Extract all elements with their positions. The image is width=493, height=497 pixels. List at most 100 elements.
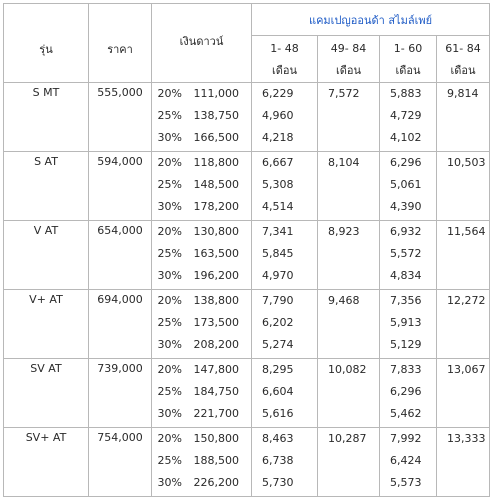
price-value: 739,000 xyxy=(97,362,143,375)
p3-value: 7,356 xyxy=(390,294,422,307)
price-cell: 594,000 xyxy=(88,151,152,221)
model-cell: S AT xyxy=(3,151,89,221)
p3-value: 5,572 xyxy=(390,247,422,260)
pcts-value: 30% xyxy=(157,200,182,213)
installment-1-48-cell: 6,667 5,308 4,514 xyxy=(251,151,319,221)
model-name: V+ AT xyxy=(29,293,63,306)
price-value: 654,000 xyxy=(97,224,143,237)
p3-value: 5,129 xyxy=(390,338,422,351)
pcts-value: 25% xyxy=(157,247,182,260)
model-cell: V+ AT xyxy=(3,289,89,359)
down-amount-cell: 138,800 173,500 208,200 xyxy=(187,289,253,359)
header-period-3: 1- 60 เดือน xyxy=(379,35,438,83)
down-percent-cell: 20% 25% 30% xyxy=(151,427,188,497)
p2-value: 8,923 xyxy=(328,225,360,238)
pcts-value: 20% xyxy=(157,87,182,100)
installment-1-60-cell: 5,883 4,729 4,102 xyxy=(379,82,438,152)
downs-value: 150,800 xyxy=(193,432,240,445)
down-percent-cell: 20% 25% 30% xyxy=(151,82,188,152)
p4-value: 11,564 xyxy=(447,225,486,238)
pcts-value: 20% xyxy=(157,156,182,169)
p3-value: 6,932 xyxy=(390,225,422,238)
installment-61-84-cell: 12,272 xyxy=(436,289,491,359)
model-cell: SV+ AT xyxy=(3,427,89,497)
installment-61-84-cell: 9,814 xyxy=(436,82,491,152)
pcts-value: 30% xyxy=(157,476,182,489)
installment-49-84-cell: 10,287 xyxy=(317,427,381,497)
p4-value: 10,503 xyxy=(447,156,486,169)
installment-1-48-cell: 8,463 6,738 5,730 xyxy=(251,427,319,497)
p3-value: 4,729 xyxy=(390,109,422,122)
p1-value: 8,295 xyxy=(262,363,294,376)
installment-49-84-cell: 7,572 xyxy=(317,82,381,152)
p1-value: 7,341 xyxy=(262,225,294,238)
p1-value: 4,970 xyxy=(262,269,294,282)
model-name: V AT xyxy=(33,224,59,237)
installment-49-84-cell: 8,104 xyxy=(317,151,381,221)
pcts-value: 30% xyxy=(157,131,182,144)
p3-value: 5,573 xyxy=(390,476,422,489)
pcts-value: 20% xyxy=(157,225,182,238)
p2-value: 8,104 xyxy=(328,156,360,169)
downs-value: 166,500 xyxy=(193,131,240,144)
pcts-value: 25% xyxy=(157,178,182,191)
downs-value: 226,200 xyxy=(193,476,240,489)
down-percent-cell: 20% 25% 30% xyxy=(151,358,188,428)
price-value: 555,000 xyxy=(97,86,143,99)
table-row: S MT 555,000 20% 25% 30% 111,000 138,750 166,50… xyxy=(3,82,491,152)
downs-value: 138,800 xyxy=(193,294,240,307)
down-amount-cell: 150,800 188,500 226,200 xyxy=(187,427,253,497)
installment-1-48-cell: 6,229 4,960 4,218 xyxy=(251,82,319,152)
installment-table: รุ่น ราคา เงินดาวน์ แคมเปญออนด้า สไมล์เพ… xyxy=(3,3,491,497)
down-percent-cell: 20% 25% 30% xyxy=(151,151,188,221)
down-percent-cell: 20% 25% 30% xyxy=(151,289,188,359)
installment-1-60-cell: 7,992 6,424 5,573 xyxy=(379,427,438,497)
p1-value: 7,790 xyxy=(262,294,294,307)
p4-value: 13,333 xyxy=(447,432,486,445)
model-cell: S MT xyxy=(3,82,89,152)
pcts-value: 25% xyxy=(157,109,182,122)
installment-1-60-cell: 7,833 6,296 5,462 xyxy=(379,358,438,428)
downs-value: 184,750 xyxy=(193,385,240,398)
pcts-value: 20% xyxy=(157,363,182,376)
pcts-value: 25% xyxy=(157,454,182,467)
down-percent-cell: 20% 25% 30% xyxy=(151,220,188,290)
installment-61-84-cell: 10,503 xyxy=(436,151,491,221)
table-row: V+ AT 694,000 20% 25% 30% 138,800 173,500 208,2… xyxy=(3,289,491,359)
installment-49-84-cell: 10,082 xyxy=(317,358,381,428)
downs-value: 178,200 xyxy=(193,200,240,213)
installment-1-48-cell: 8,295 6,604 5,616 xyxy=(251,358,319,428)
p1-value: 6,667 xyxy=(262,156,294,169)
pcts-value: 20% xyxy=(157,432,182,445)
p4-value: 13,067 xyxy=(447,363,486,376)
p3-value: 5,061 xyxy=(390,178,422,191)
down-amount-cell: 118,800 148,500 178,200 xyxy=(187,151,253,221)
header-period-4: 61- 84 เดือน xyxy=(436,35,491,83)
p3-value: 7,992 xyxy=(390,432,422,445)
pcts-value: 20% xyxy=(157,294,182,307)
installment-49-84-cell: 8,923 xyxy=(317,220,381,290)
p1-value: 6,604 xyxy=(262,385,294,398)
model-name: SV+ AT xyxy=(25,431,67,444)
pcts-value: 30% xyxy=(157,269,182,282)
p3-value: 5,462 xyxy=(390,407,422,420)
downs-value: 118,800 xyxy=(193,156,240,169)
header-price: ราคา xyxy=(88,3,152,83)
price-value: 754,000 xyxy=(97,431,143,444)
p1-value: 4,218 xyxy=(262,131,294,144)
p3-value: 6,296 xyxy=(390,156,422,169)
p1-value: 5,308 xyxy=(262,178,294,191)
installment-49-84-cell: 9,468 xyxy=(317,289,381,359)
p2-value: 7,572 xyxy=(328,87,360,100)
downs-value: 196,200 xyxy=(193,269,240,282)
installment-61-84-cell: 11,564 xyxy=(436,220,491,290)
header-period-2: 49- 84 เดือน xyxy=(317,35,381,83)
down-amount-cell: 111,000 138,750 166,500 xyxy=(187,82,253,152)
installment-1-60-cell: 6,932 5,572 4,834 xyxy=(379,220,438,290)
p1-value: 5,845 xyxy=(262,247,294,260)
p3-value: 7,833 xyxy=(390,363,422,376)
table-row: S AT 594,000 20% 25% 30% 118,800 148,500 178,20… xyxy=(3,151,491,221)
installment-1-60-cell: 7,356 5,913 5,129 xyxy=(379,289,438,359)
p4-value: 9,814 xyxy=(447,87,479,100)
header-campaign: แคมเปญออนด้า สไมล์เพย์ xyxy=(251,3,491,36)
